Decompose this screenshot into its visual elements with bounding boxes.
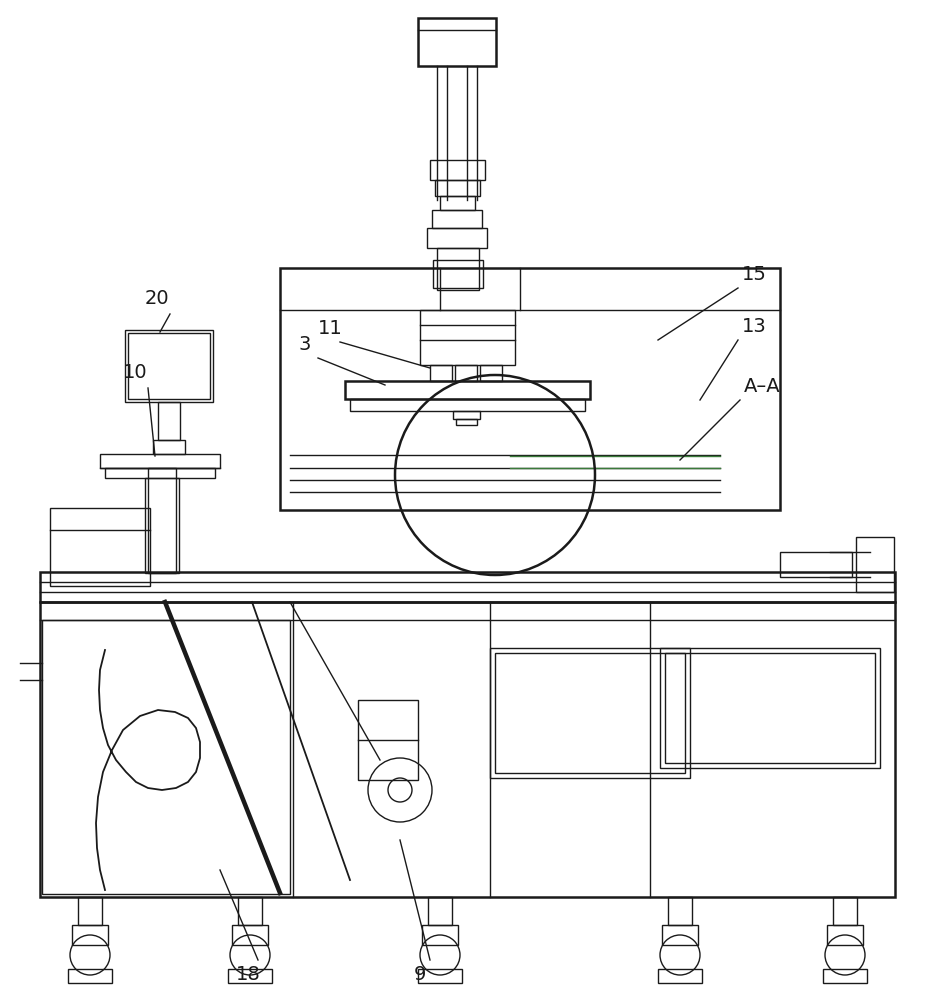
Bar xyxy=(658,969,702,983)
Bar xyxy=(433,260,483,288)
Text: 20: 20 xyxy=(145,289,169,308)
Text: 10: 10 xyxy=(122,363,147,382)
Bar xyxy=(125,330,213,402)
Bar xyxy=(350,399,585,411)
Bar xyxy=(40,572,895,602)
Bar xyxy=(422,925,458,945)
Text: 11: 11 xyxy=(317,319,342,338)
Bar xyxy=(456,419,477,425)
Bar xyxy=(100,454,220,468)
Text: 13: 13 xyxy=(742,317,767,336)
Bar xyxy=(72,925,108,945)
Bar xyxy=(158,402,180,440)
Bar xyxy=(50,508,150,586)
Bar xyxy=(238,897,262,925)
Bar xyxy=(480,365,502,381)
Bar xyxy=(428,897,452,925)
Bar xyxy=(358,700,418,780)
Bar xyxy=(40,602,895,897)
Bar xyxy=(437,248,479,290)
Bar xyxy=(145,478,179,573)
Text: 15: 15 xyxy=(742,265,767,284)
Bar xyxy=(430,365,452,381)
Bar xyxy=(430,160,485,180)
Bar xyxy=(228,969,272,983)
Bar xyxy=(427,228,487,248)
Bar xyxy=(662,925,698,945)
Text: 3: 3 xyxy=(299,335,312,354)
Bar xyxy=(440,196,475,210)
Bar xyxy=(660,648,880,768)
Bar xyxy=(823,969,867,983)
Bar xyxy=(495,653,685,773)
Bar xyxy=(418,969,462,983)
Bar xyxy=(148,468,176,573)
Bar xyxy=(668,897,692,925)
Bar xyxy=(68,969,112,983)
Bar xyxy=(665,653,875,763)
Bar xyxy=(232,925,268,945)
Bar xyxy=(435,180,480,196)
Bar xyxy=(420,310,515,365)
Bar xyxy=(833,897,857,925)
Text: 9: 9 xyxy=(414,965,426,984)
Bar xyxy=(78,897,102,925)
Bar xyxy=(490,648,690,778)
Bar xyxy=(856,537,894,592)
Bar xyxy=(432,210,482,228)
Bar xyxy=(280,268,780,510)
Text: 18: 18 xyxy=(236,965,260,984)
Bar xyxy=(780,552,852,577)
Bar xyxy=(418,18,496,66)
Bar xyxy=(42,620,290,894)
Bar xyxy=(128,333,210,399)
Bar xyxy=(827,925,863,945)
Text: A–A: A–A xyxy=(744,377,781,396)
Bar xyxy=(153,440,185,454)
Bar xyxy=(455,365,477,381)
Bar xyxy=(105,468,215,478)
Bar xyxy=(345,381,590,399)
Bar xyxy=(453,411,480,419)
